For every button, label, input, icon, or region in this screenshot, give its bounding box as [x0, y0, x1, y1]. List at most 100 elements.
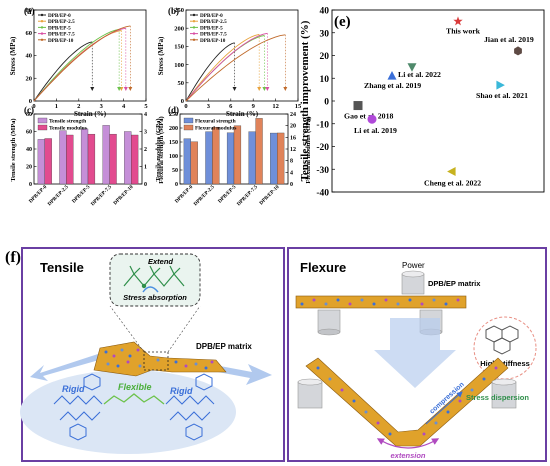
- panel-e-ticks: -40 -30 -20 -10 0 10 20 30 40: [316, 7, 335, 199]
- x-tick-label: 6: [229, 103, 233, 110]
- particle-dot: [434, 421, 438, 425]
- tensile-sheet: [93, 341, 227, 377]
- y-tick-label: 250: [169, 112, 178, 118]
- bending-arrow: [374, 318, 456, 388]
- flexible-label: Flexible: [118, 382, 152, 392]
- point-label: Li et al. 2019: [354, 126, 397, 135]
- series-line-DPB/EP-2.5: [185, 33, 260, 102]
- support-left-bottom: [297, 378, 323, 409]
- particle-dot: [312, 298, 316, 302]
- y-tick-label: 150: [174, 44, 184, 51]
- y-tick-label: 40: [26, 147, 32, 153]
- series-line-DPB/EP-5: [185, 35, 265, 102]
- particle-dot: [340, 388, 344, 392]
- point-label: Gao et al. 2018: [344, 112, 393, 121]
- panel-c-ylabel: Tensile strength (MPa): [10, 118, 17, 181]
- panel-d-bars: [183, 118, 285, 185]
- legend-label: DPB/EP-7.5: [48, 32, 75, 38]
- legend-swatch: [183, 117, 194, 124]
- y-tick-label: 20: [26, 165, 32, 171]
- y2-tick-label: 8: [290, 159, 293, 165]
- tensile-sheet-particles: [104, 348, 214, 370]
- x-tick-label: 0: [184, 103, 187, 110]
- particle-dot: [300, 302, 304, 306]
- particle-dot: [444, 302, 448, 306]
- legend-label: DPB/EP-10: [48, 38, 74, 44]
- y2-tick-label: 0: [290, 182, 293, 188]
- tensile-title: Tensile: [40, 260, 84, 275]
- legend-label: DPB/EP-5: [200, 25, 223, 31]
- legend-marker: [40, 38, 44, 41]
- legend-marker: [192, 32, 196, 35]
- bar-Tensile modulus: [44, 138, 52, 185]
- legend-marker: [192, 20, 196, 23]
- extension-label: extension: [390, 451, 425, 460]
- y-tick-label: -40: [316, 189, 329, 199]
- bar-Flexural strength: [270, 132, 278, 185]
- fracture-arrow-icon: [123, 87, 128, 91]
- y2-tick-label: 12: [290, 147, 296, 153]
- particle-dot: [210, 360, 214, 364]
- category-label: DPB/EP-10: [112, 184, 134, 206]
- particle-dot: [336, 298, 340, 302]
- particle-dot: [116, 364, 120, 368]
- x-tick-label: 9: [252, 103, 256, 110]
- particle-dot: [420, 302, 424, 306]
- particle-dot: [494, 366, 498, 370]
- bar-Flexural modulus: [190, 141, 198, 185]
- particle-dot: [422, 432, 426, 436]
- y-tick-label: 250: [174, 7, 184, 14]
- category-label: DPB/EP-2.5: [47, 184, 70, 207]
- panel-b-plot-frame: [185, 9, 299, 102]
- y-tick-label: 150: [169, 140, 178, 146]
- particle-dot: [458, 399, 462, 403]
- panel-a-ticks: 0 1 2 3 4 5 0 20 40 60 80: [26, 7, 149, 110]
- particle-dot: [136, 348, 140, 352]
- y-tick-label: 200: [174, 25, 184, 32]
- point-label: Cheng et al. 2022: [424, 179, 481, 188]
- y-tick-label: -30: [316, 166, 329, 176]
- point-label: Shao et al. 2021: [476, 91, 528, 100]
- bar-Tensile modulus: [109, 133, 117, 185]
- y-tick-label: 100: [174, 62, 184, 69]
- series-line-DPB/EP-7.5: [185, 32, 268, 102]
- y2-tick-label: 20: [290, 124, 296, 130]
- y-tick-label: 80: [26, 7, 33, 14]
- bar-Tensile modulus: [131, 134, 139, 185]
- bar-Flexural modulus: [212, 126, 220, 185]
- y-tick-label: -10: [316, 120, 329, 130]
- panel-b-ylabel: Stress (MPa): [157, 36, 165, 75]
- bar-Flexural strength: [226, 132, 235, 185]
- flexure-schematic: Flexure Power DPB/EP matrix High st: [287, 247, 547, 462]
- stress-absorption-label: Stress absorption: [123, 293, 187, 302]
- support-left-top: [317, 309, 341, 336]
- stress-absorption-inset: [109, 253, 201, 307]
- bar-Tensile strength: [80, 128, 89, 185]
- molecule-chain: [53, 373, 215, 441]
- particle-dot: [348, 302, 352, 306]
- stretch-arrow-left: [30, 352, 106, 381]
- x-tick-label: 2: [77, 103, 80, 110]
- panel-a-legend: DPB/EP-0DPB/EP-2.5DPB/EP-5DPB/EP-7.5DPB/…: [38, 13, 75, 44]
- panel-e-letter: (e): [334, 14, 351, 30]
- fracture-arrow-icon: [257, 87, 262, 91]
- extension-arc-icon: [376, 438, 440, 449]
- series-line-DPB/EP-0: [33, 41, 93, 102]
- series-line-DPB/EP-0: [185, 42, 235, 102]
- particle-dot: [106, 362, 110, 366]
- bar-Flexural modulus: [255, 118, 263, 185]
- y2-tick-label: 24: [290, 112, 296, 118]
- point-marker-Li et al. 2022: [407, 63, 417, 72]
- y-tick-label: 60: [26, 130, 32, 136]
- power-label: Power: [402, 261, 425, 270]
- panel-c-bars: [37, 125, 139, 185]
- category-label: DPB/EP-7.5: [236, 184, 259, 207]
- tensile-zoom-selection: [143, 351, 169, 371]
- legend-label: DPB/EP-2.5: [200, 19, 227, 25]
- y-tick-label: 100: [169, 154, 178, 160]
- particle-dot: [446, 410, 450, 414]
